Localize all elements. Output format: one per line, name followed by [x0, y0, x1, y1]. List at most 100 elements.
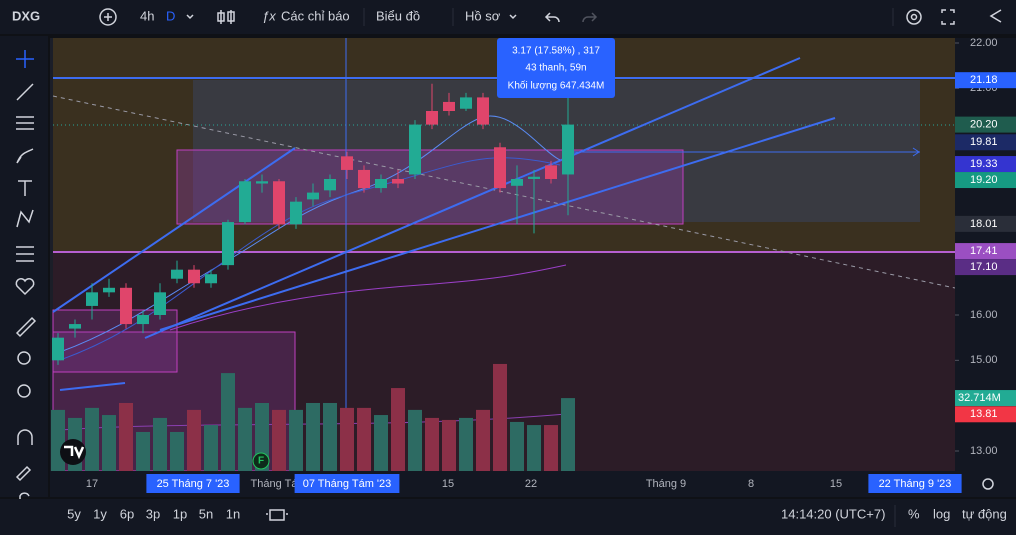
- range-button[interactable]: 5y: [67, 506, 81, 521]
- tooltip-line: 3.17 (17.58%) , 317: [512, 46, 600, 57]
- redo[interactable]: [582, 12, 598, 23]
- time-label: 15: [442, 478, 454, 490]
- price-badge-label: 13.81: [970, 408, 998, 420]
- trendline: [159, 117, 836, 331]
- candle-body: [188, 269, 200, 284]
- interval-type[interactable]: D: [166, 8, 175, 23]
- time-label: 8: [748, 478, 754, 490]
- volume-bar: [561, 398, 575, 471]
- fullscreen[interactable]: [941, 9, 955, 25]
- interval[interactable]: 4h: [140, 8, 154, 23]
- zoom-in[interactable]: [17, 351, 31, 365]
- volume-bar: [510, 421, 524, 471]
- volumes: [51, 363, 575, 471]
- price-badge-label: 20.20: [970, 119, 998, 131]
- volume-badge: [955, 390, 1016, 407]
- auto-toggle[interactable]: tự động: [962, 506, 1007, 521]
- volume-bar: [357, 407, 371, 471]
- add-icon: [104, 13, 112, 21]
- trendlines: [52, 57, 836, 391]
- ma-slow: [169, 264, 567, 331]
- volume-bar: [170, 431, 184, 471]
- candle-body: [154, 292, 166, 315]
- time-label: 22: [525, 478, 537, 490]
- text-tool[interactable]: [18, 180, 32, 196]
- share[interactable]: [989, 9, 1002, 23]
- price-badge: [955, 156, 1016, 173]
- trendline: [59, 382, 126, 391]
- time-label: 07 Tháng Tám '23: [303, 478, 392, 490]
- settings-core: [910, 13, 918, 21]
- price-badge: [955, 134, 1016, 151]
- volume-bar: [153, 417, 167, 471]
- range-button[interactable]: 1p: [173, 506, 187, 521]
- volume-bar: [408, 409, 422, 471]
- zone-box-small: [52, 309, 178, 373]
- candle-body: [528, 176, 540, 179]
- lock-shackle: [19, 492, 30, 500]
- volume-bar: [527, 425, 541, 471]
- range-button[interactable]: 6p: [120, 506, 134, 521]
- pattern-tool[interactable]: [16, 209, 34, 228]
- fib-tool[interactable]: [16, 116, 34, 130]
- time-label: 17: [86, 478, 98, 490]
- volume-bar: [119, 402, 133, 471]
- candle-body: [324, 179, 336, 191]
- favorites[interactable]: [15, 278, 35, 296]
- brush-tool[interactable]: [16, 148, 34, 164]
- percent-toggle[interactable]: %: [908, 506, 920, 521]
- axis-settings[interactable]: [982, 478, 994, 490]
- tool-icons: [15, 50, 37, 531]
- price-axis-labels: 22.0021.0016.0015.0013.0021.1820.2019.81…: [955, 37, 1016, 457]
- price-badge: [955, 215, 1016, 232]
- profile[interactable]: Hồ sơ: [465, 8, 501, 23]
- price-tick-label: 15.00: [970, 354, 998, 366]
- crosshair-tool[interactable]: [16, 50, 34, 68]
- event-marker[interactable]: [252, 452, 270, 470]
- indicators[interactable]: Các chỉ báo: [281, 8, 350, 23]
- candles: [52, 83, 574, 365]
- range-button[interactable]: 3p: [146, 506, 160, 521]
- settings[interactable]: [906, 9, 922, 25]
- symbol[interactable]: DXG: [12, 8, 40, 23]
- add-symbol[interactable]: [99, 8, 117, 26]
- prediction-tool[interactable]: [16, 246, 34, 262]
- range-button[interactable]: 1n: [226, 506, 240, 521]
- range-buttons: 5y 1y 6p 3p 1p 5n 1n: [67, 506, 240, 521]
- logo-mark: [64, 445, 85, 460]
- price-badge: [955, 243, 1016, 260]
- price-badge-label: 19.33: [970, 158, 998, 170]
- magnet[interactable]: [17, 429, 33, 445]
- candle-body: [460, 97, 472, 109]
- ray-arrow: [912, 147, 920, 157]
- chart-menu[interactable]: Biểu đồ: [376, 8, 420, 23]
- event-label: F: [258, 456, 264, 467]
- draw-lock[interactable]: [15, 465, 32, 482]
- tooltip-line: Khối lượng 647.434M: [508, 80, 605, 92]
- time-badge: [146, 474, 240, 493]
- chevron[interactable]: [186, 14, 194, 20]
- ruler[interactable]: [15, 316, 37, 338]
- date-range[interactable]: [266, 509, 288, 521]
- chart-type[interactable]: [217, 10, 235, 24]
- clock: 14:14:20 (UTC+7): [781, 506, 885, 521]
- trendline: [52, 147, 296, 313]
- volume-bar: [289, 409, 303, 471]
- volume-bar: [306, 402, 320, 471]
- volume-bar: [85, 407, 99, 471]
- trendline-tool[interactable]: [16, 83, 34, 101]
- tooltip: [497, 38, 615, 98]
- price-badge: [955, 72, 1016, 89]
- zoom-out[interactable]: [17, 384, 31, 398]
- chevron[interactable]: [509, 14, 517, 20]
- candle-body: [511, 179, 523, 186]
- range-button[interactable]: 5n: [199, 506, 213, 521]
- volume-bar: [272, 409, 286, 471]
- log-toggle[interactable]: log: [933, 506, 950, 521]
- candle-body: [171, 269, 183, 279]
- range-button[interactable]: 1y: [93, 506, 107, 521]
- dashed-trend: [52, 95, 956, 289]
- volume-bar: [493, 363, 507, 471]
- undo[interactable]: [544, 12, 560, 23]
